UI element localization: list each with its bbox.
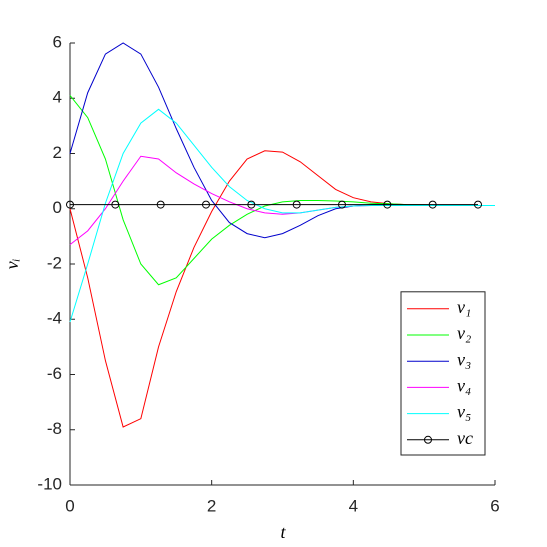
legend-label: v₅ [457, 402, 471, 422]
y-tick-label: -8 [47, 419, 62, 438]
legend: v₁ v₂ v₃ v₄ v₅ vc [400, 291, 486, 456]
y-tick-label: -4 [47, 309, 62, 328]
y-tick-label: -10 [37, 474, 62, 493]
y-tick-label: 6 [53, 32, 62, 51]
series-marker [428, 200, 437, 209]
legend-marker [424, 435, 432, 444]
x-tick-label: 6 [490, 496, 499, 515]
x-tick-label: 0 [65, 496, 74, 515]
series-marker [338, 200, 346, 209]
series-marker [202, 200, 210, 209]
series-marker [156, 200, 165, 209]
legend-label: v₃ [457, 349, 471, 369]
y-tick-label: 2 [53, 143, 62, 162]
y-axis-label: vᵢ [2, 258, 22, 269]
y-tick-label: 4 [53, 88, 62, 107]
y-tick-label: -6 [47, 364, 62, 383]
series-marker [383, 200, 392, 209]
legend-label: v₄ [457, 376, 471, 396]
series-marker [474, 200, 482, 209]
legend-label: v₁ [457, 297, 471, 317]
series-marker [247, 200, 256, 209]
legend-label: vc [457, 428, 473, 448]
series-line [69, 95, 495, 286]
series-marker [111, 200, 120, 209]
series-marker [292, 200, 301, 209]
series-line [69, 155, 495, 246]
x-tick-label: 2 [207, 496, 216, 515]
series-line [69, 108, 495, 323]
legend-box [400, 291, 486, 456]
legend-label: v₂ [457, 323, 471, 343]
x-axis-label: t [280, 522, 286, 542]
y-tick-label: 0 [53, 198, 62, 217]
series-line [69, 42, 495, 239]
x-tick-label: 4 [349, 496, 358, 515]
y-tick-label: -2 [47, 253, 62, 272]
series-marker [66, 200, 74, 209]
